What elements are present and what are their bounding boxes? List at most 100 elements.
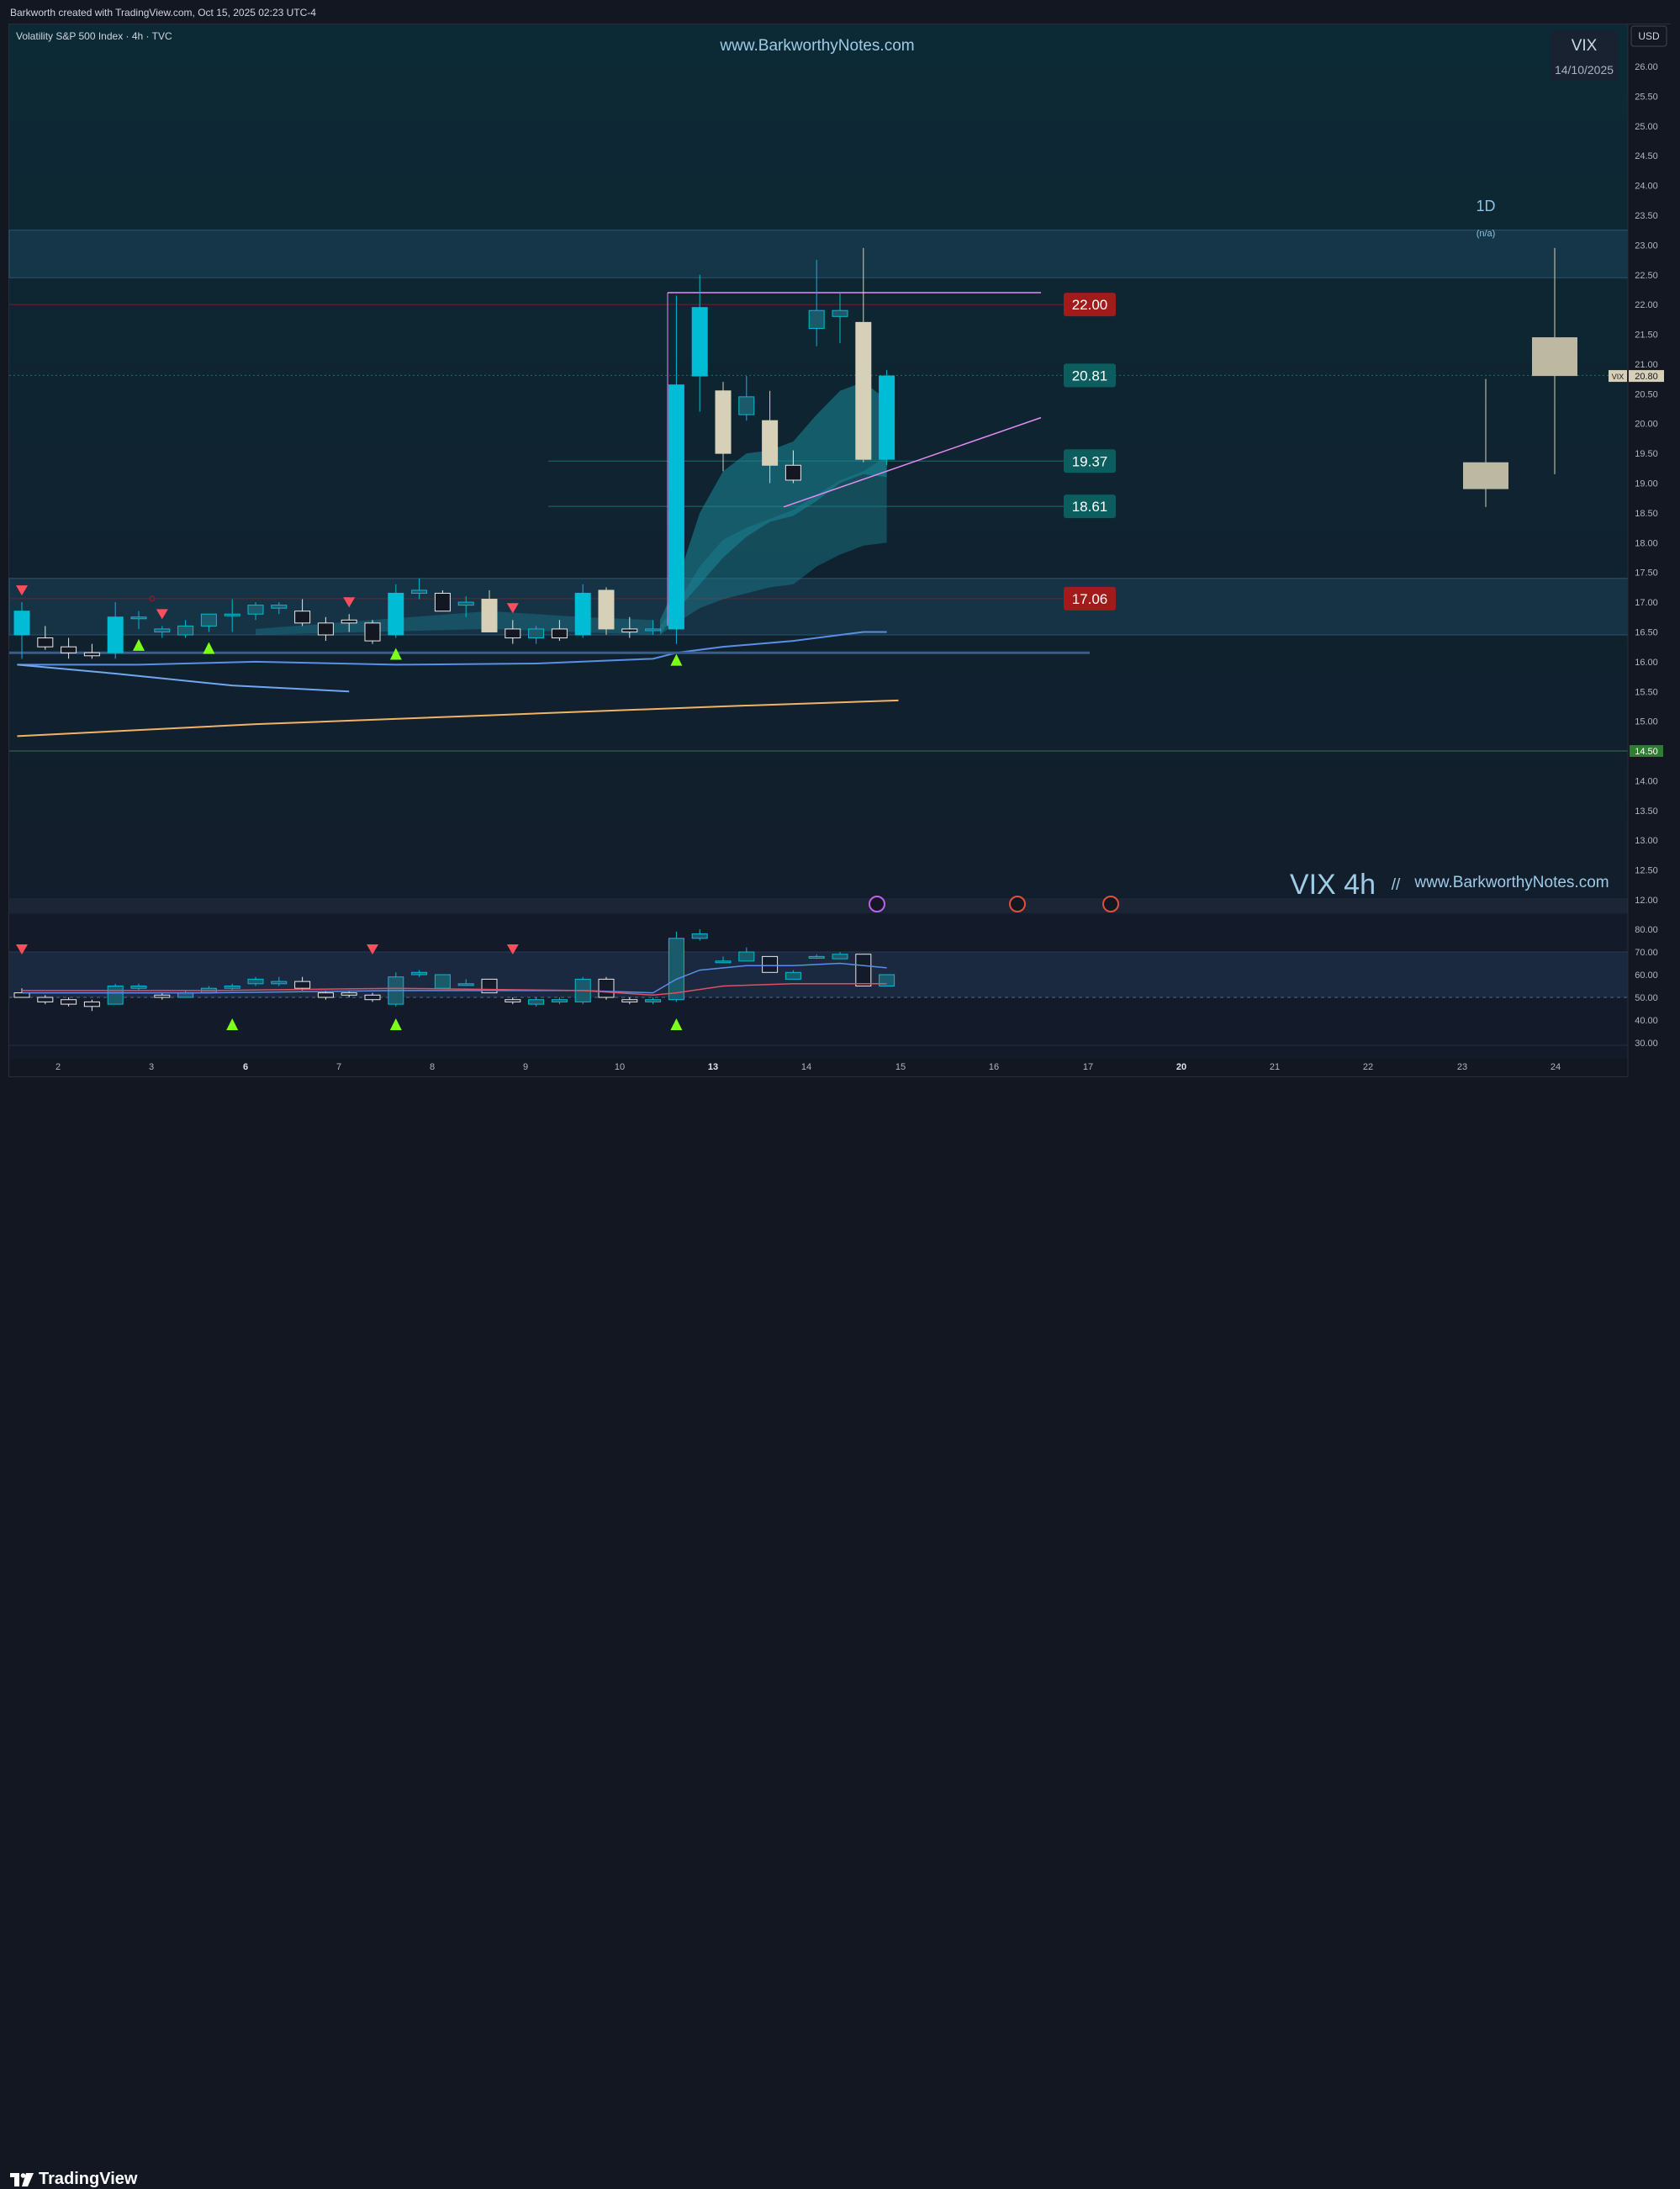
osc-candle-body bbox=[551, 999, 568, 1002]
price-tick-label: 24.00 bbox=[1635, 182, 1658, 192]
candle-body bbox=[154, 628, 171, 632]
tradingview-brand[interactable]: TradingView bbox=[10, 2170, 137, 2189]
price-tick-label: 16.50 bbox=[1635, 627, 1658, 637]
price-tick-label: 15.50 bbox=[1635, 687, 1658, 697]
ema-ribbon bbox=[659, 382, 887, 636]
candle-body bbox=[738, 396, 755, 415]
candle-body bbox=[481, 599, 498, 632]
candle-body bbox=[505, 628, 521, 639]
price-tick-highlight bbox=[1630, 745, 1663, 758]
candle-body bbox=[879, 375, 895, 460]
osc-signal-red bbox=[22, 983, 887, 997]
price-tick-label: 12.00 bbox=[1635, 896, 1658, 906]
price-tick-label: 18.00 bbox=[1635, 538, 1658, 548]
daily-panel-title: 1D bbox=[1476, 198, 1495, 214]
plot-background bbox=[9, 24, 1628, 1059]
level-tag-label: 17.06 bbox=[1072, 591, 1108, 607]
osc-tick-label: 30.00 bbox=[1635, 1039, 1658, 1049]
chart-canvas[interactable]: 22.00 20.81 19.37 18.61 17.06 26.00 25.50 25.0… bbox=[0, 0, 1680, 1078]
time-tick-label: 24 bbox=[1551, 1062, 1561, 1072]
osc-candle-body bbox=[247, 978, 264, 985]
events-strip bbox=[9, 898, 1628, 913]
candle-body bbox=[13, 611, 30, 636]
candle-body bbox=[762, 420, 779, 466]
osc-tick-label: 70.00 bbox=[1635, 948, 1658, 958]
candle-body bbox=[434, 592, 451, 612]
price-tick-label: 13.50 bbox=[1635, 806, 1658, 817]
price-tick-label: 19.00 bbox=[1635, 479, 1658, 489]
osc-sell-arrow bbox=[506, 944, 519, 954]
osc-candle-body bbox=[621, 999, 638, 1002]
osc-candle-body bbox=[457, 983, 474, 986]
osc-candle-body bbox=[61, 999, 77, 1005]
osc-candle-body bbox=[37, 997, 54, 1002]
candle-body bbox=[61, 646, 77, 653]
candle-body bbox=[130, 616, 147, 620]
candle-body bbox=[364, 622, 381, 642]
sell-signal-arrow bbox=[343, 597, 356, 608]
osc-candle-body bbox=[271, 981, 288, 985]
footer: TradingView bbox=[0, 1078, 1680, 2188]
tradingview-brand-name: TradingView bbox=[39, 2170, 138, 2188]
osc-candle-body bbox=[715, 960, 732, 964]
daily-panel-subtitle: (n/a) bbox=[1477, 229, 1496, 239]
candle-body bbox=[224, 613, 240, 616]
time-tick-label: 3 bbox=[149, 1062, 154, 1072]
price-tick-label: 25.00 bbox=[1635, 122, 1658, 132]
osc-sell-arrow bbox=[367, 944, 378, 954]
symbol-legend: Volatility S&P 500 Index · 4h · TVC bbox=[16, 30, 172, 42]
price-tick-label: 21.00 bbox=[1635, 360, 1658, 370]
info-box bbox=[1551, 30, 1618, 81]
candle-body bbox=[341, 619, 357, 624]
candle-body bbox=[598, 590, 615, 630]
attribution-text: Barkworth created with TradingView.com, … bbox=[10, 7, 316, 19]
candle-body bbox=[177, 625, 194, 636]
osc-candle-body bbox=[224, 986, 240, 989]
candle-body bbox=[37, 637, 54, 648]
osc-candle-body bbox=[317, 992, 334, 998]
level-tag-label: 22.00 bbox=[1072, 297, 1108, 313]
candle-body bbox=[247, 605, 264, 615]
price-tick-label: 14.00 bbox=[1635, 776, 1658, 786]
price-tick-label: 19.50 bbox=[1635, 449, 1658, 459]
price-tick-label: 12.50 bbox=[1635, 866, 1658, 876]
candle-body bbox=[200, 613, 217, 627]
daily-candle-body bbox=[1532, 337, 1577, 377]
top-watermark-url: www.BarkworthyNotes.com bbox=[719, 37, 914, 55]
rising-trendline bbox=[783, 416, 1042, 508]
moving-average-orange bbox=[17, 699, 899, 738]
candle-body bbox=[528, 628, 545, 639]
osc-candle-body bbox=[411, 971, 428, 976]
sell-signal-arrow bbox=[506, 603, 519, 614]
time-tick-label: 20 bbox=[1176, 1062, 1186, 1072]
candle-body bbox=[83, 652, 100, 657]
sell-signal-arrow bbox=[16, 585, 28, 596]
level-tag-label: 18.61 bbox=[1072, 499, 1108, 515]
price-tick-label: 14.50 bbox=[1635, 747, 1658, 757]
buy-signal-arrow bbox=[670, 653, 683, 666]
level-tag bbox=[1064, 586, 1116, 611]
price-tick-label: 13.00 bbox=[1635, 836, 1658, 846]
time-tick-label: 23 bbox=[1457, 1062, 1467, 1072]
time-tick-label: 2 bbox=[55, 1062, 61, 1072]
candle-body bbox=[271, 605, 288, 609]
buy-signal-arrow bbox=[203, 642, 215, 654]
price-tick-label: 26.00 bbox=[1635, 62, 1658, 72]
osc-candle-body bbox=[83, 1001, 100, 1007]
time-tick-label: 15 bbox=[895, 1062, 906, 1072]
time-tick-label: 10 bbox=[615, 1062, 625, 1072]
time-tick-label: 14 bbox=[801, 1062, 811, 1072]
price-tick-label: 22.00 bbox=[1635, 300, 1658, 310]
osc-buy-arrow bbox=[670, 1018, 683, 1030]
price-tick-label: 18.50 bbox=[1635, 509, 1658, 519]
candle-body bbox=[107, 616, 124, 653]
attribution-bar: Barkworth created with TradingView.com, … bbox=[0, 0, 1680, 24]
candle-body bbox=[645, 628, 662, 632]
candle-body bbox=[317, 622, 334, 636]
price-tick-label: 22.50 bbox=[1635, 271, 1658, 281]
osc-candle-body bbox=[738, 951, 755, 962]
ema-ribbon bbox=[659, 456, 887, 636]
currency-button[interactable] bbox=[1630, 25, 1667, 47]
info-box-title: VIX bbox=[1572, 37, 1598, 55]
trendline-blue bbox=[17, 664, 350, 693]
